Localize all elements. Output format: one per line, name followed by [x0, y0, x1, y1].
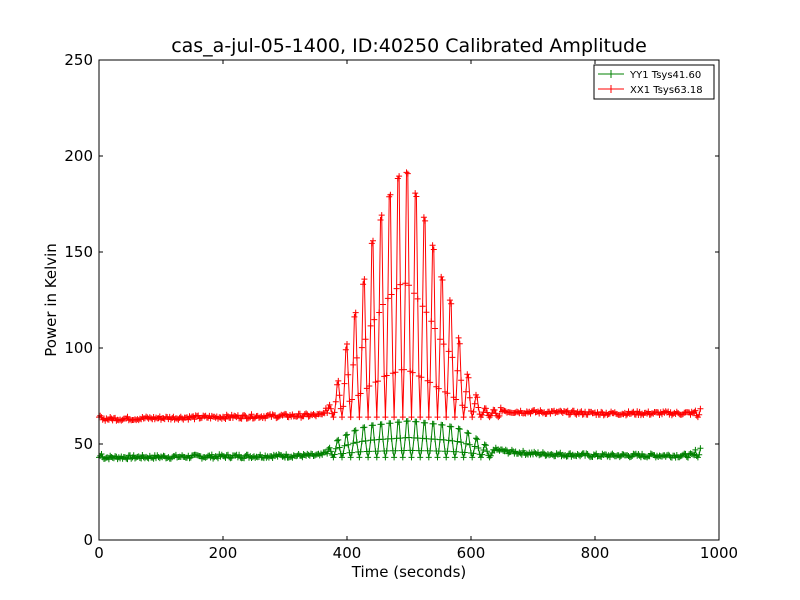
x-tick-label: 0	[94, 544, 104, 562]
y-tick-label: 250	[64, 51, 93, 69]
x-tick-label: 800	[581, 544, 610, 562]
y-tick-label: 100	[64, 339, 93, 357]
plot-frame	[98, 59, 720, 541]
legend-label-yy1: YY1 Tsys41.60	[629, 70, 701, 81]
legend-label-xx1: XX1 Tsys63.18	[630, 85, 703, 96]
legend: YY1 Tsys41.60 XX1 Tsys63.18	[593, 64, 715, 100]
legend-marker-yy1	[607, 70, 615, 78]
y-tick-label: 200	[64, 147, 93, 165]
legend-marker-xx1	[607, 85, 615, 93]
x-tick-label: 600	[457, 544, 486, 562]
x-tick-label: 1000	[700, 544, 738, 562]
x-tick-label: 200	[209, 544, 238, 562]
y-tick-label: 0	[83, 531, 93, 549]
x-axis-label: Time (seconds)	[351, 563, 467, 581]
series-layer	[96, 169, 704, 463]
y-tick-label: 150	[64, 243, 93, 261]
y-axis-label: Power in Kelvin	[42, 243, 60, 357]
ticks-layer: 0 200 400 600 800 1000 0 50 100 150 200 250	[64, 51, 738, 562]
y-tick-label: 50	[74, 435, 93, 453]
legend-box	[593, 64, 715, 100]
chart-title: cas_a-jul-05-1400, ID:40250 Calibrated A…	[171, 35, 647, 57]
series-xx1	[96, 169, 704, 424]
x-tick-label: 400	[333, 544, 362, 562]
